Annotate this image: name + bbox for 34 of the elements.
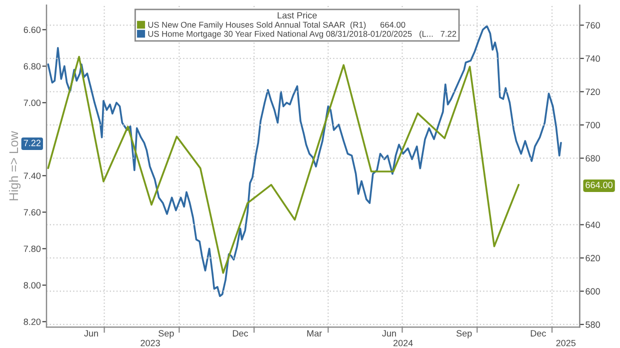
- y2-tick-label: 720: [586, 88, 600, 96]
- x-tick-label: Jun: [382, 330, 396, 337]
- y2-tick-label: 700: [586, 122, 600, 128]
- y-tick-label: 6.80: [24, 63, 41, 70]
- y2-tick-label: 680: [586, 155, 600, 162]
- x-tick-label: Dec: [530, 330, 546, 337]
- y-axis-title: High => Low: [8, 131, 21, 200]
- legend-label: US Home Mortgage 30 Year Fixed National Avg 08/31/2018-01/20/2025 (L... 7.22: [148, 30, 456, 38]
- legend-title: Last Price: [278, 12, 317, 19]
- y2-tick-label: 740: [586, 55, 600, 62]
- x-tick-label: Sep: [456, 330, 472, 338]
- text: 2024: [393, 340, 413, 346]
- text: 2023: [140, 340, 160, 346]
- y2-tick-label: 580: [586, 321, 600, 328]
- y-tick-label: 7.80: [24, 246, 41, 252]
- x-tick-label: Mar: [307, 330, 322, 337]
- y2-tick-label: 664.00: [586, 182, 613, 188]
- legend-label: US New One Family Houses Sold Annual Total SAAR (R1) 664.00: [148, 22, 406, 30]
- y-tick-label: 7.22: [24, 140, 40, 146]
- text: 2025: [556, 340, 576, 346]
- y-tick-label: 8.20: [24, 318, 41, 326]
- y-tick-label: 6.60: [24, 26, 41, 34]
- x-tick-label: Sep: [158, 330, 174, 338]
- y-tick-label: 7.00: [24, 100, 41, 106]
- y-tick-label: 7.40: [24, 172, 41, 180]
- y2-tick-label: 600: [586, 288, 600, 295]
- y2-tick-label: 760: [586, 22, 600, 29]
- y2-tick-label: 620: [586, 254, 600, 262]
- y-tick-label: 8.00: [24, 282, 41, 289]
- x-tick-label: Jun: [84, 330, 98, 337]
- y-tick-label: 7.60: [24, 209, 41, 216]
- x-tick-label: Dec: [232, 330, 248, 337]
- line-series: [47, 56, 520, 274]
- y2-tick-label: 640: [586, 222, 600, 228]
